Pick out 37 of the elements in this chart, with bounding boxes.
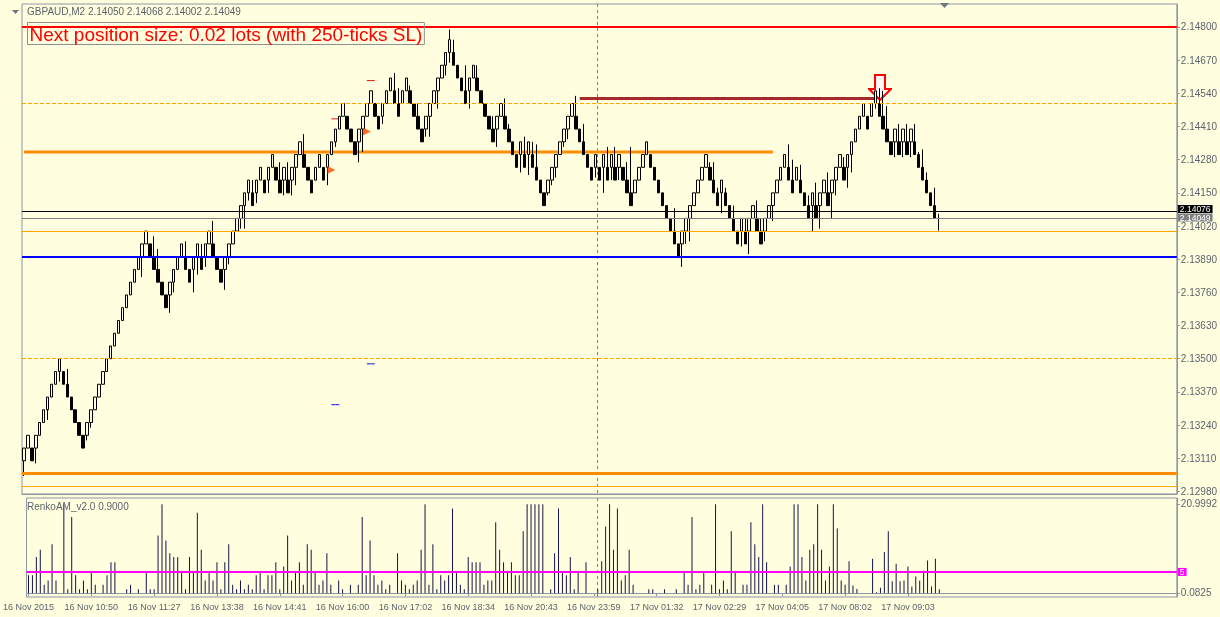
x-tick-label: 16 Nov 18:34	[441, 601, 495, 612]
y-tick-label: 20.9992	[1180, 498, 1218, 510]
x-tick-label: 16 Nov 14:41	[253, 601, 307, 612]
x-tick-label: 16 Nov 2015	[2, 601, 55, 612]
ref-line-label: 2.14049	[1179, 212, 1211, 223]
y-tick-label: 2.13370	[1180, 386, 1218, 398]
x-tick-label: 17 Nov 08:02	[818, 601, 872, 612]
y-tick-label: 2.13630	[1180, 320, 1218, 332]
y-tick-label: 2.12980	[1180, 485, 1218, 497]
chart-title: GBPAUD,M2 2.14050 2.14068 2.14002 2.14049	[27, 5, 242, 17]
x-tick-label: 16 Nov 11:27	[127, 601, 181, 612]
ref-line-label: 5	[1179, 566, 1185, 577]
y-tick-label: 2.14670	[1180, 54, 1218, 66]
x-tick-label: 16 Nov 20:43	[504, 601, 558, 612]
x-tick-label: 16 Nov 23:59	[567, 601, 621, 612]
y-tick-label: 0.0825	[1180, 587, 1212, 599]
x-tick-label: 16 Nov 17:02	[378, 601, 433, 612]
annotation: Next position size: 0.02 lots (with 250-ticks SL)	[29, 23, 423, 45]
x-tick-label: 17 Nov 02:29	[692, 601, 747, 612]
y-tick-label: 2.14410	[1180, 121, 1218, 132]
x-tick-label: 17 Nov 09:03	[881, 601, 935, 612]
x-tick-label: 16 Nov 10:50	[64, 601, 119, 612]
y-tick-label: 2.13500	[1180, 353, 1218, 365]
x-tick-label: 16 Nov 16:00	[315, 601, 370, 612]
y-tick-label: 2.14800	[1180, 21, 1218, 33]
y-tick-label: 2.13110	[1180, 452, 1217, 464]
ref-line-label: 2.14076	[1179, 204, 1211, 215]
y-tick-label: 2.13890	[1180, 253, 1218, 265]
y-tick-label: 2.13240	[1180, 419, 1218, 431]
x-tick-label: 17 Nov 01:32	[629, 601, 684, 612]
y-tick-label: 2.14540	[1180, 87, 1218, 99]
y-tick-label: 2.14280	[1180, 154, 1218, 166]
x-tick-label: 17 Nov 04:05	[755, 601, 810, 612]
x-tick-label: 16 Nov 13:38	[190, 601, 244, 612]
y-tick-label: 2.14150	[1180, 187, 1218, 199]
y-tick-label: 2.13760	[1180, 286, 1218, 298]
y-tick-label: 2.14020	[1180, 220, 1218, 232]
